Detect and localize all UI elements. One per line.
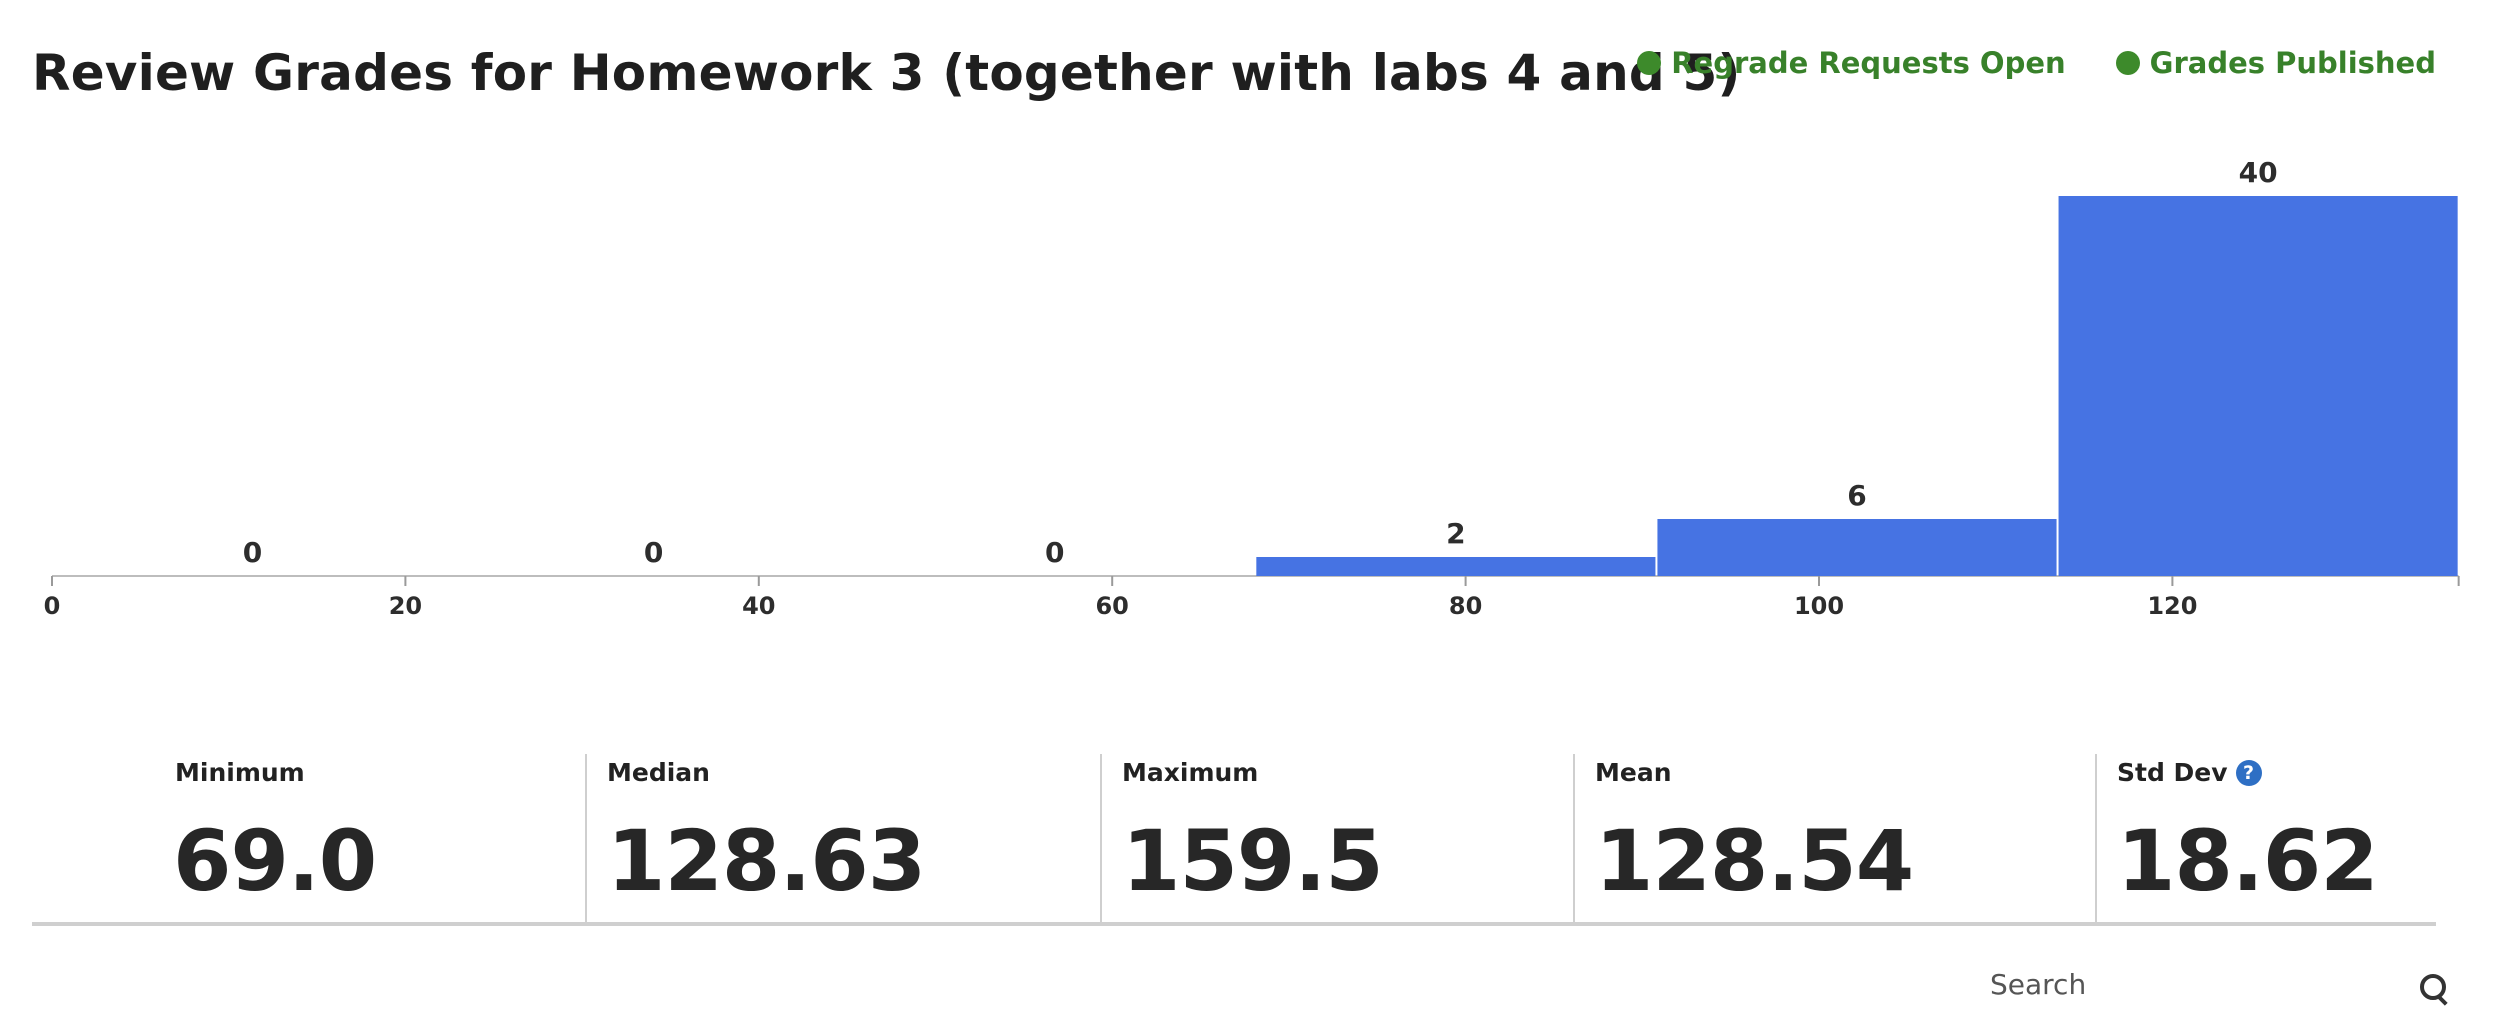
bar-count-label: 0 <box>243 536 262 569</box>
page-title: Review Grades for Homework 3 (together w… <box>32 44 1741 102</box>
published-status: Grades Published <box>2115 46 2436 80</box>
stat-minimum-value: 69.0 <box>173 812 377 910</box>
x-tick-label: 0 <box>44 592 61 620</box>
histogram-bar[interactable] <box>2058 196 2458 576</box>
x-tick-label: 60 <box>1095 592 1128 620</box>
x-tick-label: 40 <box>742 592 775 620</box>
stat-maximum-label: Maximum <box>1122 758 1259 787</box>
stat-mean-label: Mean <box>1595 758 1672 787</box>
regrade-status-label: Regrade Requests Open <box>1671 46 2066 80</box>
stat-std-dev-label: Std Dev <box>2117 758 2228 787</box>
x-tick-label: 100 <box>1794 592 1844 620</box>
stat-minimum: Minimum 69.0 <box>32 754 585 922</box>
stat-median-value: 128.63 <box>607 812 926 910</box>
stat-mean-value: 128.54 <box>1595 812 1914 910</box>
search-box[interactable]: Search <box>1990 960 2450 1020</box>
bar-count-label: 0 <box>1045 536 1064 569</box>
published-status-label: Grades Published <box>2149 46 2436 80</box>
x-tick-label: 20 <box>389 592 422 620</box>
stat-std-dev-header: Std Dev ? <box>2117 758 2262 787</box>
stat-median: Median 128.63 <box>585 754 1100 922</box>
stat-maximum: Maximum 159.5 <box>1100 754 1573 922</box>
bar-count-label: 40 <box>2239 156 2278 189</box>
help-icon[interactable]: ? <box>2235 759 2262 786</box>
stat-std-dev: Std Dev ? 18.62 <box>2095 754 2436 922</box>
bar-count-label: 0 <box>644 536 663 569</box>
stat-minimum-label: Minimum <box>175 758 305 787</box>
search-placeholder: Search <box>1990 968 2087 1001</box>
status-dot-icon <box>1637 51 1662 75</box>
stat-mean: Mean 128.54 <box>1573 754 2095 922</box>
search-icon[interactable] <box>2420 974 2450 1004</box>
x-tick-label: 80 <box>1449 592 1482 620</box>
grade-histogram: 0 0 0 2 6 40 0 20 40 60 80 100 120 <box>44 156 2460 620</box>
x-tick-label: 120 <box>2147 592 2197 620</box>
stat-maximum-value: 159.5 <box>1122 812 1384 910</box>
histogram-bar[interactable] <box>1657 519 2057 576</box>
stat-std-dev-value: 18.62 <box>2117 812 2379 910</box>
regrade-status: Regrade Requests Open <box>1637 46 2066 80</box>
histogram-bar[interactable] <box>1256 557 1656 576</box>
stat-median-label: Median <box>607 758 710 787</box>
status-indicators: Regrade Requests Open Grades Published <box>1637 46 2436 80</box>
stats-summary: Minimum 69.0 Median 128.63 Maximum 159.5… <box>32 754 2436 926</box>
status-dot-icon <box>2115 51 2140 75</box>
bar-count-label: 2 <box>1446 517 1465 550</box>
bar-count-label: 6 <box>1847 479 1866 512</box>
